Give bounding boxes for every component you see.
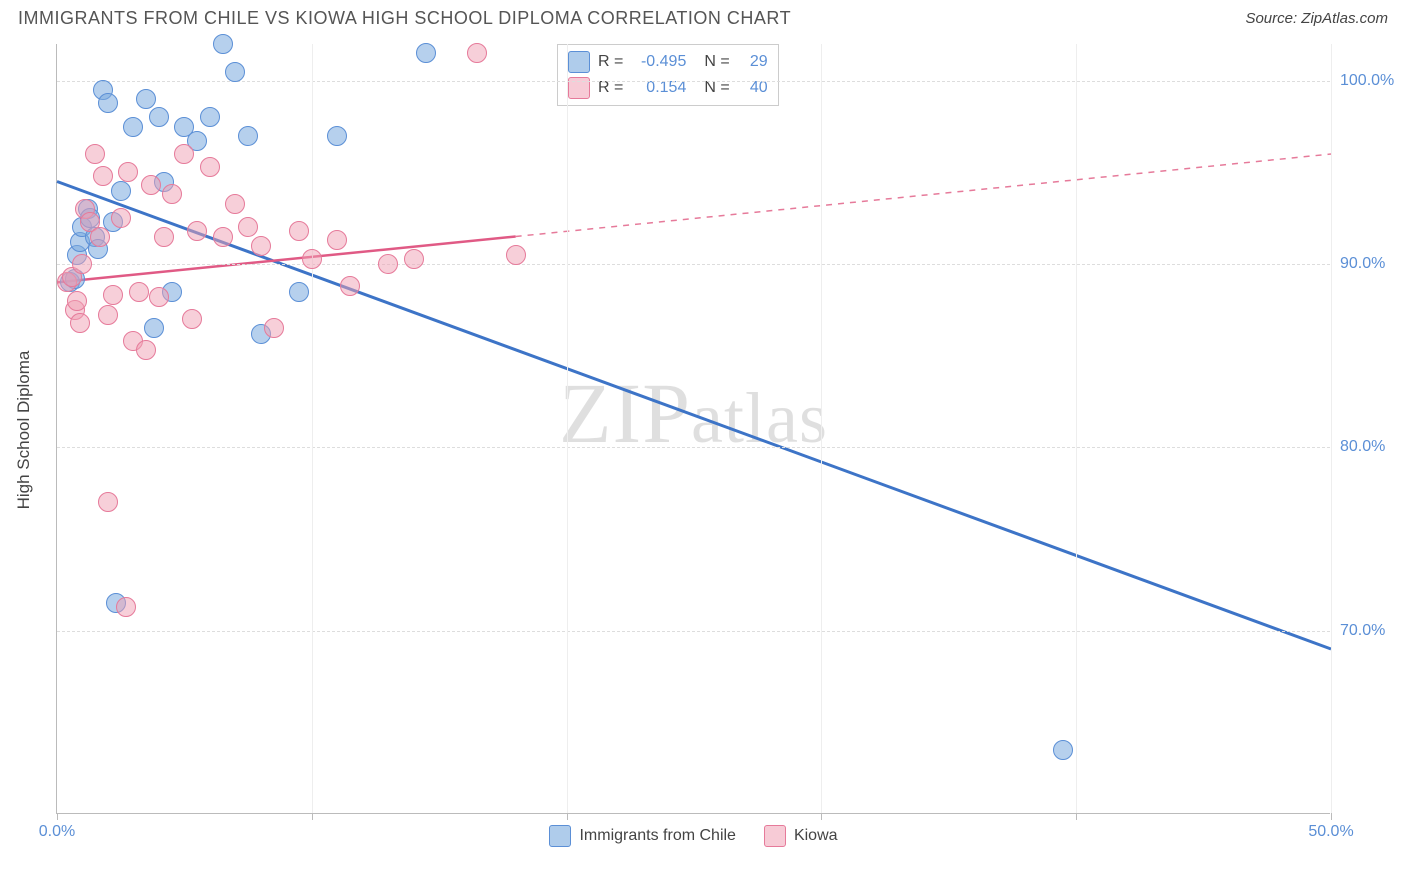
- data-point: [213, 227, 233, 247]
- data-point: [93, 166, 113, 186]
- gridline-v: [567, 44, 568, 813]
- legend-row-pink: R = 0.154 N = 40: [568, 75, 768, 101]
- data-point: [238, 217, 258, 237]
- legend-row-blue: R = -0.495 N = 29: [568, 49, 768, 75]
- data-point: [200, 157, 220, 177]
- data-point: [174, 144, 194, 164]
- data-point: [149, 107, 169, 127]
- data-point: [162, 184, 182, 204]
- header: IMMIGRANTS FROM CHILE VS KIOWA HIGH SCHO…: [0, 0, 1406, 39]
- data-point: [98, 492, 118, 512]
- swatch-blue: [549, 825, 571, 847]
- r-value-blue: -0.495: [631, 53, 686, 71]
- data-point: [144, 318, 164, 338]
- source-credit: Source: ZipAtlas.com: [1245, 10, 1388, 27]
- data-point: [118, 162, 138, 182]
- n-label: N =: [704, 53, 729, 71]
- data-point: [72, 254, 92, 274]
- gridline-h: [57, 81, 1330, 82]
- n-value-pink: 40: [738, 79, 768, 97]
- gridline-h: [57, 264, 1330, 265]
- swatch-blue: [568, 51, 590, 73]
- data-point: [225, 194, 245, 214]
- gridline-v: [821, 44, 822, 813]
- data-point: [378, 254, 398, 274]
- series-legend: Immigrants from Chile Kiowa: [57, 825, 1330, 847]
- data-point: [111, 181, 131, 201]
- gridline-v: [1076, 44, 1077, 813]
- legend-label-blue: Immigrants from Chile: [579, 827, 735, 845]
- legend-label-pink: Kiowa: [794, 827, 838, 845]
- data-point: [98, 93, 118, 113]
- n-label: N =: [704, 79, 729, 97]
- y-tick-label: 80.0%: [1340, 438, 1400, 456]
- x-tick-mark: [821, 813, 822, 820]
- data-point: [149, 287, 169, 307]
- x-tick-mark: [1076, 813, 1077, 820]
- legend-item-blue: Immigrants from Chile: [549, 825, 735, 847]
- correlation-legend: R = -0.495 N = 29 R = 0.154 N = 40: [557, 44, 779, 106]
- n-value-blue: 29: [738, 53, 768, 71]
- data-point: [116, 597, 136, 617]
- data-point: [136, 89, 156, 109]
- data-point: [416, 43, 436, 63]
- data-point: [154, 227, 174, 247]
- r-value-pink: 0.154: [631, 79, 686, 97]
- data-point: [340, 276, 360, 296]
- data-point: [225, 62, 245, 82]
- data-point: [67, 291, 87, 311]
- y-tick-label: 90.0%: [1340, 255, 1400, 273]
- data-point: [264, 318, 284, 338]
- data-point: [123, 117, 143, 137]
- data-point: [90, 227, 110, 247]
- data-point: [213, 34, 233, 54]
- data-point: [200, 107, 220, 127]
- swatch-pink: [764, 825, 786, 847]
- x-tick-mark: [1331, 813, 1332, 820]
- x-tick-mark: [567, 813, 568, 820]
- r-label: R =: [598, 79, 623, 97]
- legend-item-pink: Kiowa: [764, 825, 838, 847]
- x-tick-label: 0.0%: [39, 823, 75, 841]
- x-tick-mark: [57, 813, 58, 820]
- gridline-h: [57, 631, 1330, 632]
- data-point: [302, 249, 322, 269]
- data-point: [251, 236, 271, 256]
- data-point: [1053, 740, 1073, 760]
- gridline-h: [57, 447, 1330, 448]
- data-point: [129, 282, 149, 302]
- data-point: [327, 126, 347, 146]
- data-point: [187, 221, 207, 241]
- gridline-v: [312, 44, 313, 813]
- x-tick-mark: [312, 813, 313, 820]
- data-point: [506, 245, 526, 265]
- chart-title: IMMIGRANTS FROM CHILE VS KIOWA HIGH SCHO…: [18, 8, 791, 29]
- data-point: [289, 221, 309, 241]
- scatter-chart: ZIPatlas R = -0.495 N = 29 R = 0.154 N =…: [56, 44, 1330, 814]
- y-axis-title: High School Diploma: [14, 351, 34, 510]
- data-point: [70, 313, 90, 333]
- x-tick-label: 50.0%: [1308, 823, 1353, 841]
- data-point: [467, 43, 487, 63]
- y-tick-label: 100.0%: [1340, 72, 1400, 90]
- data-point: [289, 282, 309, 302]
- data-point: [141, 175, 161, 195]
- y-tick-label: 70.0%: [1340, 622, 1400, 640]
- data-point: [85, 144, 105, 164]
- data-point: [327, 230, 347, 250]
- data-point: [103, 285, 123, 305]
- gridline-v: [1331, 44, 1332, 813]
- data-point: [98, 305, 118, 325]
- data-point: [111, 208, 131, 228]
- data-point: [182, 309, 202, 329]
- r-label: R =: [598, 53, 623, 71]
- data-point: [238, 126, 258, 146]
- data-point: [404, 249, 424, 269]
- data-point: [136, 340, 156, 360]
- trend-lines: [57, 44, 1331, 814]
